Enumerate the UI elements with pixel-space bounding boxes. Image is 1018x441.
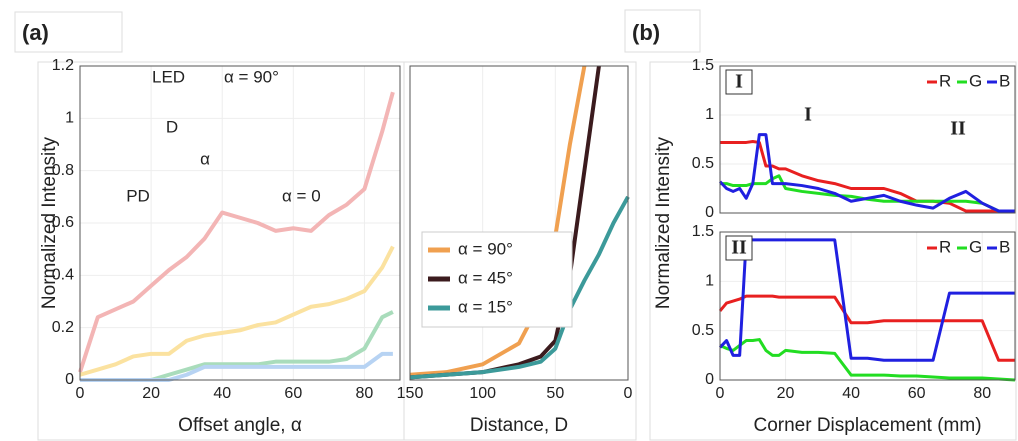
legend-label: G	[969, 71, 982, 90]
y-tick-label: 1	[705, 106, 714, 123]
annotation: D	[166, 117, 178, 136]
line-series	[718, 133, 1015, 213]
annotation: I	[804, 104, 812, 126]
x-tick-label: 20	[142, 385, 160, 402]
x-tick-label: 0	[624, 385, 633, 402]
line-series	[409, 195, 630, 380]
y-tick-label: 1	[65, 110, 74, 127]
legend-label: B	[999, 71, 1010, 90]
annotation: PD	[126, 186, 150, 205]
x-tick-label: 150	[397, 385, 424, 402]
plot-frame	[79, 65, 401, 381]
x-tick-label: 80	[356, 385, 374, 402]
plot-area	[410, 66, 628, 380]
plot: 0 0.5 1 1.5	[692, 57, 1016, 221]
legend-label: α = 90°	[458, 239, 513, 258]
y-tick-label: 0.4	[52, 267, 74, 284]
legend-label: B	[999, 237, 1010, 256]
x-tick-label: 60	[908, 385, 926, 402]
y-tick-label: 0	[705, 371, 714, 388]
line-series	[720, 139, 1015, 213]
panel-tag-box	[725, 235, 753, 261]
x-tick-label: 60	[284, 385, 302, 402]
panel-frames	[14, 9, 1017, 441]
line-series	[78, 91, 395, 373]
x-tick-label: 40	[842, 385, 860, 402]
panel-label: (b)	[632, 20, 660, 45]
plot-frame	[719, 65, 1016, 214]
legend-label: α = 15°	[458, 297, 513, 316]
line-series	[718, 294, 1015, 362]
x-tick-label: 80	[973, 385, 991, 402]
y-tick-label: 1.5	[692, 57, 714, 74]
annotation: LED	[152, 67, 185, 86]
y-tick-label: 0.5	[692, 322, 714, 339]
line-series	[719, 338, 1016, 382]
annotation: α	[200, 149, 210, 168]
x-tick-label: 0	[716, 385, 725, 402]
x-tick-label: 0	[76, 385, 85, 402]
x-axis-label: Corner Displacement (mm)	[753, 415, 981, 436]
plot: 0 0.5 1 1.5 0 20 40 60 80	[692, 223, 1016, 402]
x-tick-label: 20	[777, 385, 795, 402]
annotation: II	[950, 118, 966, 140]
legend-label: R	[939, 237, 951, 256]
legend-label: R	[939, 71, 951, 90]
panel-tag-box	[725, 69, 753, 95]
annotation: α = 0	[282, 186, 321, 205]
panel-tag: II	[731, 237, 747, 259]
x-axis-label: Offset angle, α	[178, 415, 302, 436]
y-tick-label: 0	[705, 204, 714, 221]
line-series	[79, 245, 395, 377]
legend-label: G	[969, 237, 982, 256]
y-tick-label: 0.5	[692, 155, 714, 172]
panel-label: (a)	[22, 20, 49, 45]
x-tick-label: 40	[213, 385, 231, 402]
y-tick-label: 0.8	[52, 162, 74, 179]
y-axis-label: Normalized Intensity	[39, 136, 60, 309]
plot-area	[720, 232, 1015, 380]
plot-frame	[719, 231, 1016, 381]
line-series	[720, 174, 1015, 213]
y-tick-label: 0.6	[52, 214, 74, 231]
y-tick-label: 0	[65, 371, 74, 388]
annotation: α = 90°	[224, 67, 279, 86]
plot: 150 100 50 0	[397, 65, 633, 402]
plot-frame	[409, 65, 629, 381]
y-tick-label: 1	[705, 273, 714, 290]
legend-label: α = 45°	[458, 268, 513, 287]
panel-tag: I	[735, 71, 743, 93]
y-tick-label: 0.2	[52, 319, 74, 336]
y-axis-label: Normalized Intensity	[653, 136, 674, 309]
y-tick-label: 1.2	[52, 57, 74, 74]
y-tick-label: 1.5	[692, 223, 714, 240]
x-axis-label: Distance, D	[470, 415, 568, 436]
plot: 0 0.2 0.4 0.6 0.8 1 1.2 0 20 40 60 80	[52, 57, 401, 402]
x-tick-label: 100	[469, 385, 496, 402]
x-tick-label: 50	[546, 385, 564, 402]
